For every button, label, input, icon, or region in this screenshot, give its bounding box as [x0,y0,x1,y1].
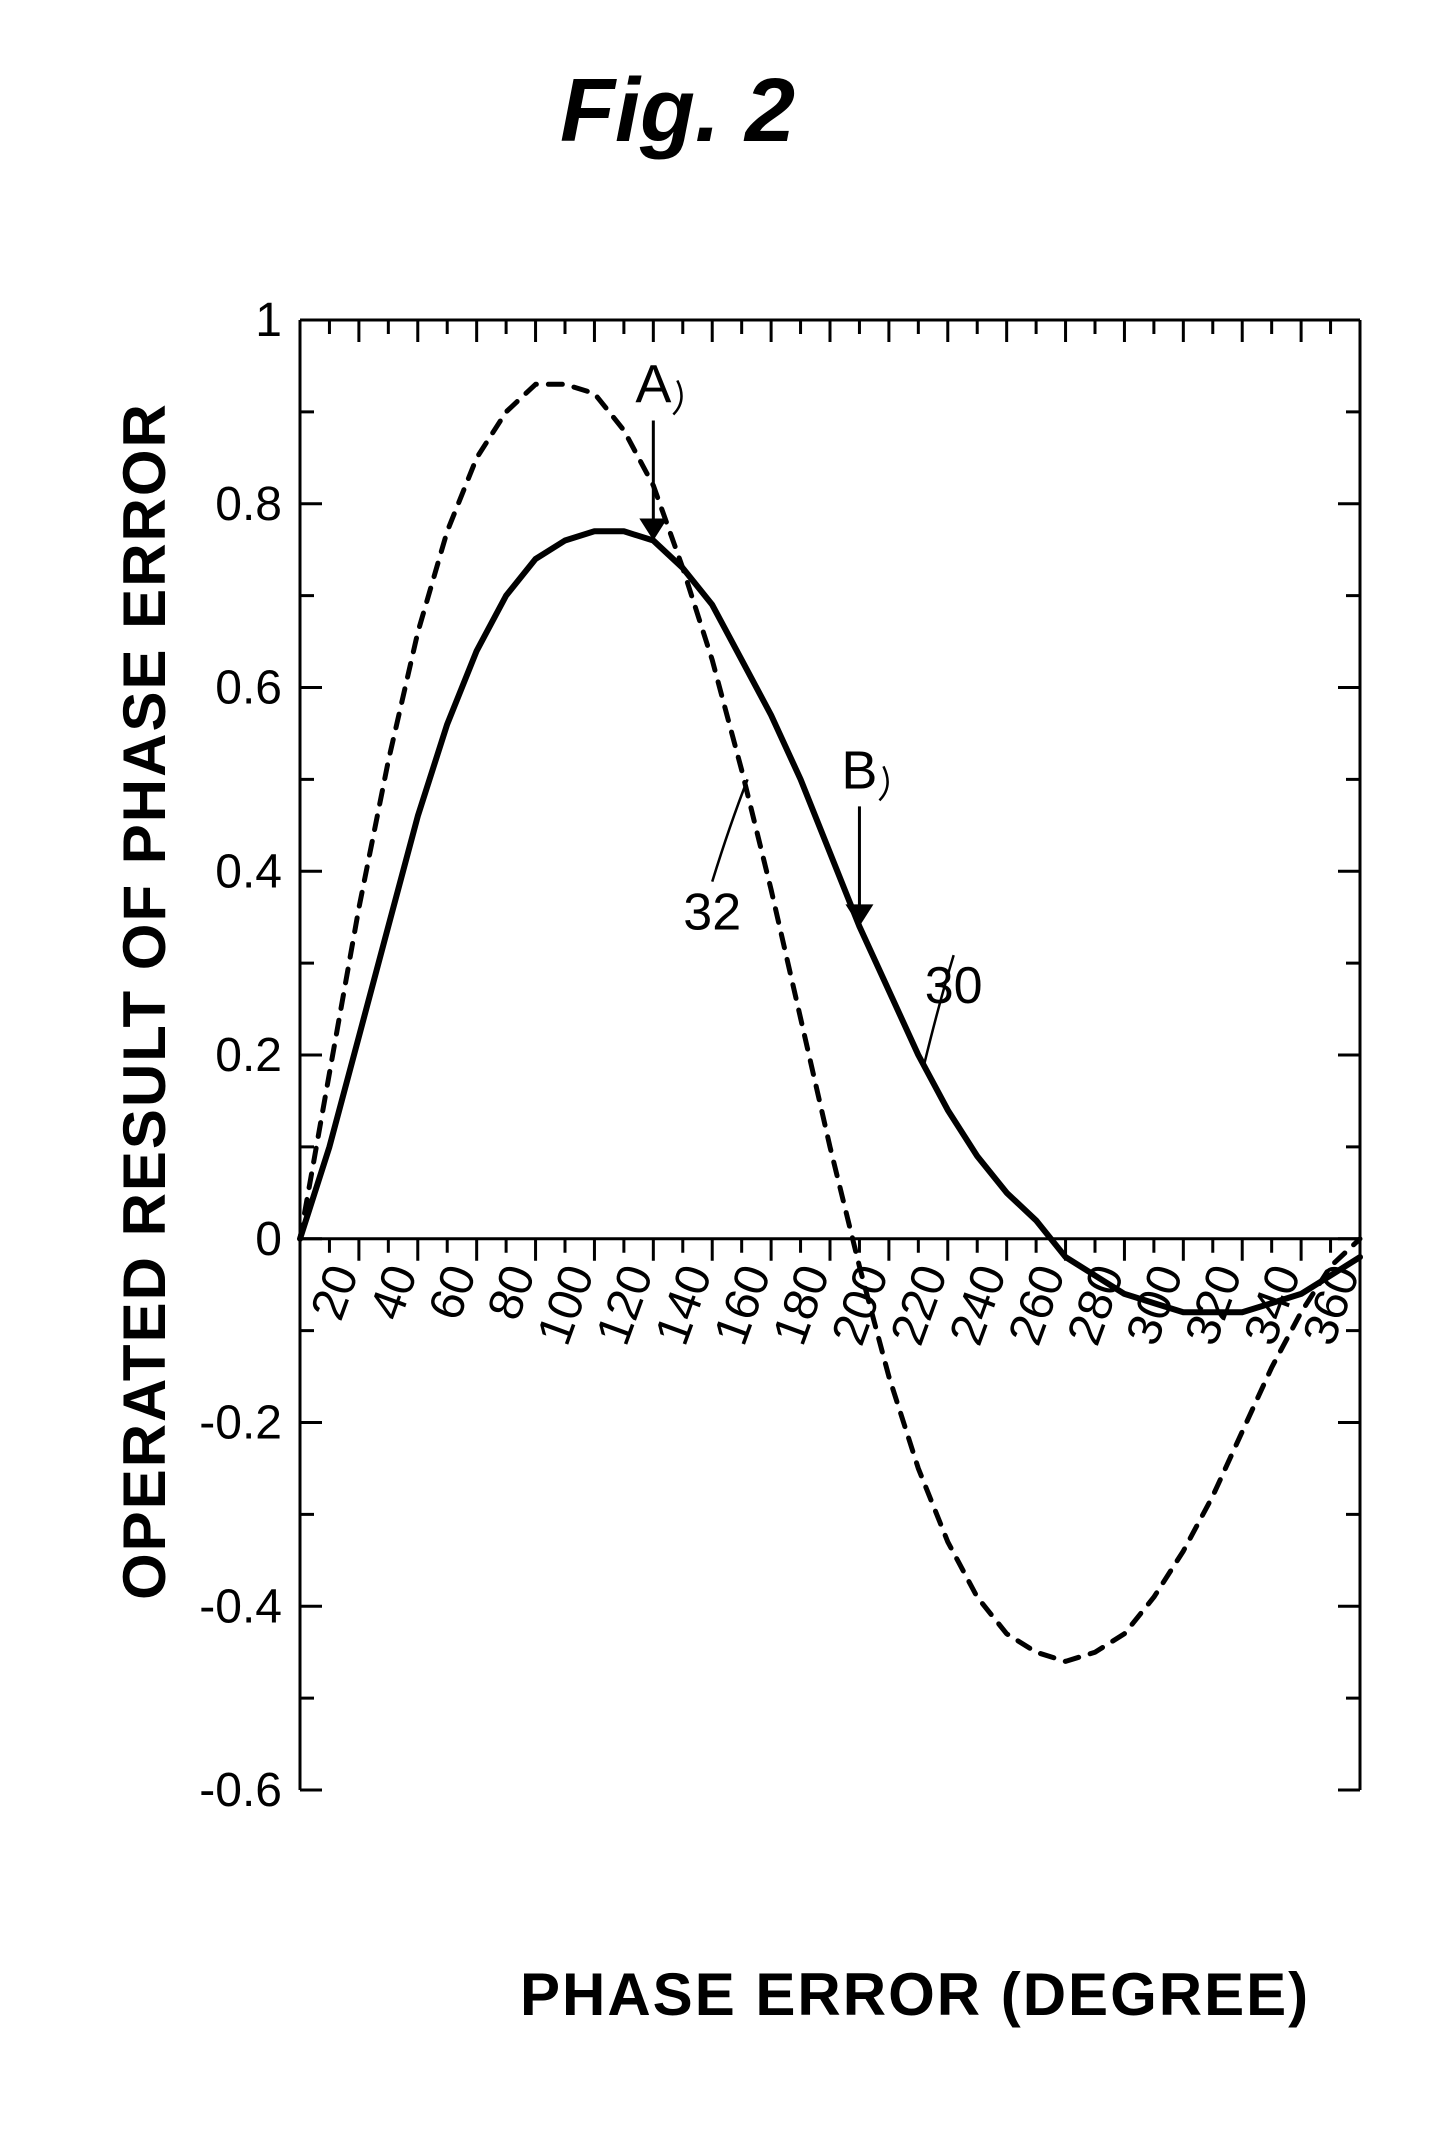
y-tick-label: 0.2 [215,1029,282,1082]
y-tick-label: 0.6 [215,662,282,715]
x-tick-label: 100 [528,1258,605,1351]
annotation-label-B: B [841,740,877,800]
series-leader-32 [712,779,747,881]
x-tick-label: 120 [586,1258,663,1351]
x-tick-label: 280 [1058,1258,1135,1351]
series-30 [300,531,1360,1312]
series-label-32: 32 [683,884,741,942]
x-tick-label: 180 [763,1258,840,1351]
page-root: Fig. 2 OPERATED RESULT OF PHASE ERROR PH… [0,0,1439,2154]
y-tick-label: 0 [255,1213,282,1266]
chart-plot: 2040608010012014016018020022024026028030… [0,0,1439,2154]
annotation-label-A: A [635,355,671,415]
x-tick-label: 140 [645,1258,722,1351]
y-tick-label: -0.2 [199,1397,282,1450]
x-tick-label: 260 [999,1258,1076,1351]
x-tick-label: 220 [881,1258,958,1351]
annotation-arrowhead-B [845,904,873,926]
series-label-30: 30 [925,957,983,1015]
y-tick-label: 0.4 [215,845,282,898]
annotation-leader-B [879,766,887,800]
y-tick-label: 0.8 [215,478,282,531]
x-tick-label: 240 [940,1258,1017,1351]
x-tick-label: 320 [1175,1258,1252,1351]
x-tick-label: 20 [301,1258,369,1326]
annotation-leader-A [673,381,681,415]
x-tick-label: 40 [360,1258,428,1326]
x-tick-label: 160 [704,1258,781,1351]
y-tick-label: -0.6 [199,1764,282,1817]
series-32 [300,384,1360,1661]
x-tick-label: 60 [419,1258,487,1326]
y-tick-label: -0.4 [199,1580,282,1633]
y-tick-label: 1 [255,294,282,347]
